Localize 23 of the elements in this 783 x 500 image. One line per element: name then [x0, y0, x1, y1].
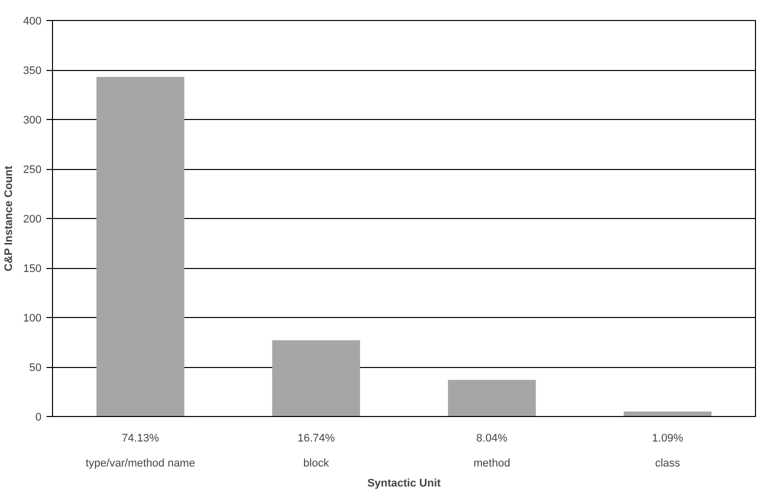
x-tick-label: block: [303, 458, 330, 470]
y-tick-label: 300: [23, 114, 42, 126]
y-tick-label: 100: [23, 312, 42, 324]
bar: [448, 380, 536, 416]
bar: [624, 412, 712, 416]
y-axis-title: C&P Instance Count: [3, 165, 16, 272]
text: 74.13%: [122, 432, 160, 444]
y-tick-label: 350: [23, 65, 42, 77]
bar: [272, 340, 360, 416]
x-tick-label: type/var/method name: [86, 458, 196, 470]
x-axis-title: Syntactic Unit: [367, 478, 442, 490]
x-tick-label: class: [655, 458, 681, 470]
y-tick-label: 0: [35, 412, 42, 424]
y-tick-label: 50: [29, 362, 42, 374]
text: 1.09%: [652, 432, 684, 444]
y-tick-label: 150: [23, 263, 42, 275]
x-tick-label: method: [474, 458, 510, 470]
bar: [96, 76, 184, 416]
y-tick-label: 400: [23, 16, 42, 28]
y-tick-label: 250: [23, 164, 42, 176]
y-tick-label: 200: [23, 214, 42, 226]
text: 8.04%: [476, 432, 508, 444]
text: 16.74%: [297, 432, 335, 444]
